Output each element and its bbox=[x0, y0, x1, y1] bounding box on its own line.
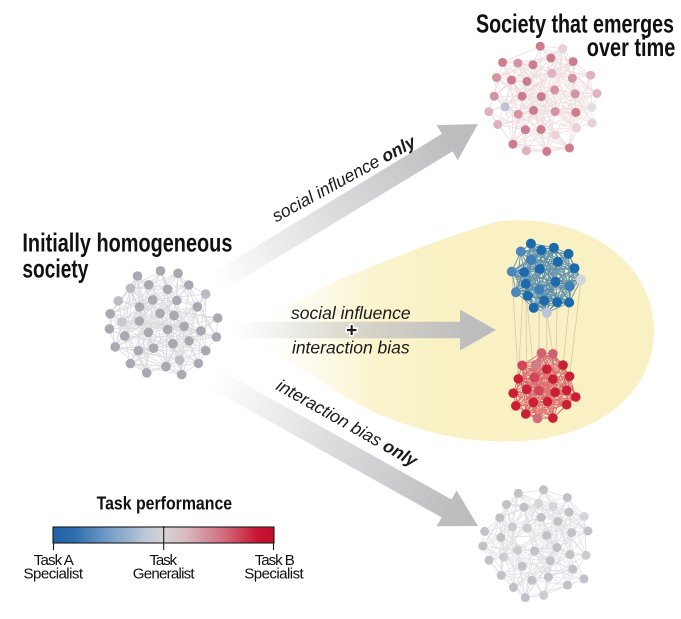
svg-text:Task B: Task B bbox=[255, 552, 295, 569]
svg-text:Society that emerges: Society that emerges bbox=[476, 9, 674, 39]
svg-text:Generalist: Generalist bbox=[133, 566, 196, 583]
svg-text:Specialist: Specialist bbox=[244, 566, 304, 583]
svg-text:interaction bias: interaction bias bbox=[292, 338, 410, 358]
svg-text:over time: over time bbox=[587, 32, 676, 62]
svg-text:Specialist: Specialist bbox=[24, 566, 84, 583]
svg-text:society: society bbox=[22, 253, 88, 283]
svg-text:+: + bbox=[346, 321, 357, 342]
svg-text:Task performance: Task performance bbox=[97, 494, 233, 514]
svg-text:social influence: social influence bbox=[291, 303, 411, 323]
svg-text:Task A: Task A bbox=[34, 552, 75, 569]
svg-text:Task: Task bbox=[150, 552, 178, 569]
svg-text:Initially homogeneous: Initially homogeneous bbox=[22, 227, 232, 257]
